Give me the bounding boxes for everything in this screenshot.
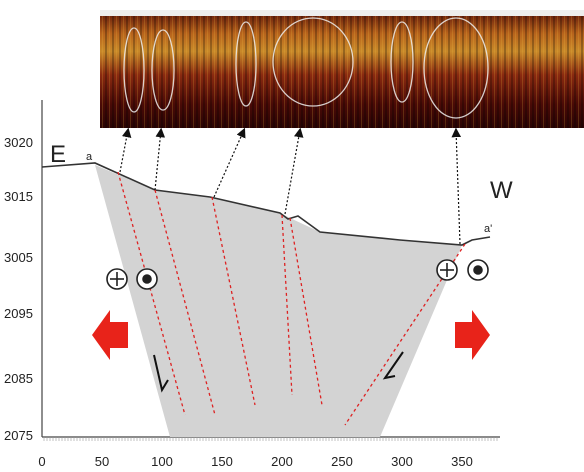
x-tick-label: 0 — [38, 454, 45, 469]
x-tick-label: 150 — [211, 454, 233, 469]
y-tick-label: 3005 — [4, 250, 33, 265]
y-tick-label: 2095 — [4, 306, 33, 321]
figure: E a W a' 3020 3015 3005 2095 2085 2075 0 50 100… — [0, 0, 584, 472]
label-east: E — [50, 141, 66, 168]
label-a: a — [86, 151, 93, 163]
label-a-prime: a' — [484, 223, 492, 235]
x-tick-label: 250 — [331, 454, 353, 469]
fault-block — [95, 165, 462, 437]
x-tick-label: 200 — [271, 454, 293, 469]
extension-arrow-right — [455, 310, 490, 360]
y-tick-label: 2085 — [4, 371, 33, 386]
label-west: W — [490, 177, 513, 204]
y-tick-label: 3015 — [4, 189, 33, 204]
y-tick-label: 3020 — [4, 135, 33, 150]
x-tick-label: 350 — [451, 454, 473, 469]
y-tick-label: 2075 — [4, 428, 33, 443]
radargram — [100, 10, 584, 128]
x-tick-label: 100 — [151, 454, 173, 469]
x-tick-label: 50 — [95, 454, 109, 469]
x-tick-label: 300 — [391, 454, 413, 469]
extension-arrow-left — [92, 310, 128, 360]
